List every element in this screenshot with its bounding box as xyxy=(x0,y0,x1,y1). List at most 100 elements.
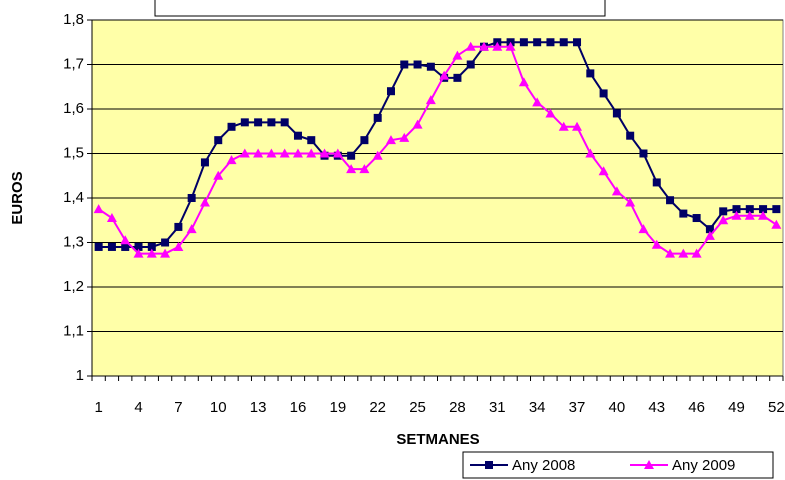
point xyxy=(532,97,543,107)
point xyxy=(639,149,648,158)
point xyxy=(744,210,755,220)
point xyxy=(199,197,210,207)
point xyxy=(758,210,769,220)
point xyxy=(691,248,702,258)
point xyxy=(413,60,422,69)
point xyxy=(731,210,742,220)
x-tick-label: 10 xyxy=(210,399,227,416)
point xyxy=(254,118,263,127)
point xyxy=(466,60,475,69)
point xyxy=(465,41,476,51)
point xyxy=(439,70,450,80)
legend-box xyxy=(462,451,774,479)
y-tick-label: 1 xyxy=(76,367,84,384)
point xyxy=(638,224,649,234)
point xyxy=(293,131,302,140)
x-tick-label: 16 xyxy=(290,399,307,416)
point xyxy=(227,122,236,131)
point xyxy=(651,239,662,249)
point xyxy=(307,136,316,145)
y-tick-label: 1,1 xyxy=(63,322,84,339)
point xyxy=(146,248,157,258)
point xyxy=(453,73,462,82)
point xyxy=(678,248,689,258)
x-axis-label: SETMANES xyxy=(396,431,479,448)
point xyxy=(279,148,290,158)
point xyxy=(173,241,184,251)
legend-label: Any 2009 xyxy=(672,457,735,474)
point xyxy=(161,238,170,247)
point xyxy=(133,248,144,258)
point xyxy=(492,41,503,51)
point xyxy=(121,242,130,251)
x-tick-label: 1 xyxy=(94,399,102,416)
x-tick-label: 43 xyxy=(648,399,665,416)
point xyxy=(213,170,224,180)
point xyxy=(585,148,596,158)
series-line xyxy=(98,45,777,255)
point xyxy=(771,219,782,229)
point xyxy=(559,38,568,47)
legend-marker xyxy=(485,461,493,469)
point xyxy=(160,248,171,258)
point xyxy=(505,41,516,51)
y-tick-label: 1,5 xyxy=(63,144,84,161)
point xyxy=(186,224,197,234)
point xyxy=(240,118,249,127)
x-tick-label: 52 xyxy=(768,399,785,416)
point xyxy=(292,148,303,158)
point xyxy=(692,214,701,223)
point xyxy=(572,121,583,131)
point xyxy=(187,194,196,202)
point xyxy=(665,248,676,258)
y-tick-label: 1,6 xyxy=(63,100,84,117)
legend-label: Any 2008 xyxy=(512,457,575,474)
point xyxy=(479,41,490,51)
point xyxy=(373,113,382,122)
point xyxy=(666,196,675,205)
point xyxy=(412,119,423,129)
point xyxy=(93,204,104,214)
point xyxy=(679,209,688,218)
point xyxy=(226,155,237,165)
x-tick-label: 31 xyxy=(489,399,506,416)
point xyxy=(573,38,582,47)
x-tick-label: 46 xyxy=(688,399,705,416)
y-axis-label: EUROS xyxy=(9,171,26,224)
y-tick-label: 1,2 xyxy=(63,278,84,295)
point xyxy=(400,60,409,69)
point xyxy=(147,242,156,251)
point xyxy=(239,148,250,158)
x-tick-label: 49 xyxy=(728,399,745,416)
point xyxy=(545,108,556,118)
point xyxy=(372,150,383,160)
point xyxy=(611,186,622,196)
point xyxy=(425,95,436,105)
series-line xyxy=(98,41,777,248)
point xyxy=(214,136,223,145)
point xyxy=(174,222,183,231)
point xyxy=(386,87,395,96)
point xyxy=(612,109,621,118)
point xyxy=(718,215,729,225)
point xyxy=(705,225,714,234)
x-tick-label: 13 xyxy=(250,399,267,416)
x-tick-label: 19 xyxy=(329,399,346,416)
point xyxy=(319,148,330,158)
point xyxy=(253,148,264,158)
point xyxy=(732,205,741,214)
x-tick-label: 4 xyxy=(134,399,142,416)
point xyxy=(626,131,635,140)
point xyxy=(347,151,356,160)
point xyxy=(359,164,370,174)
point xyxy=(599,89,608,98)
y-tick-label: 1,3 xyxy=(63,233,84,250)
point xyxy=(399,132,410,142)
point xyxy=(772,205,781,214)
point xyxy=(266,148,277,158)
point xyxy=(200,158,209,167)
point xyxy=(134,242,143,251)
point xyxy=(385,135,396,145)
point xyxy=(546,38,555,47)
